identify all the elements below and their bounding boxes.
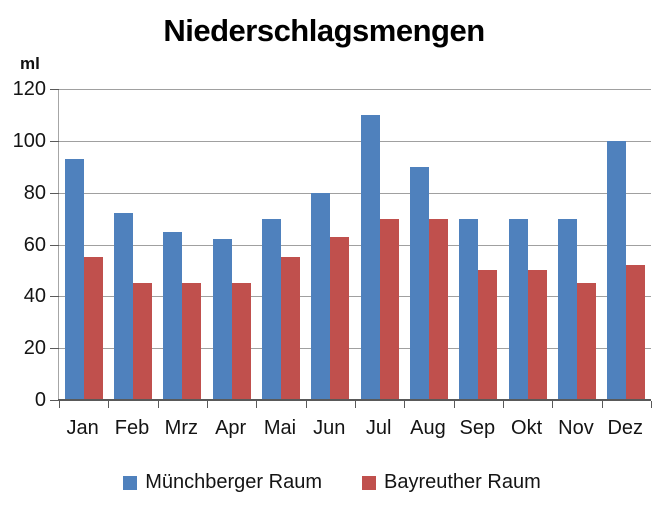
bar-red-feb: [132, 283, 152, 400]
bar-blue-jul: [360, 114, 380, 400]
x-tick-mark-10: [552, 401, 554, 408]
gridline-120: [59, 89, 651, 90]
bar-red-sep: [478, 270, 498, 400]
category-group-sep: [454, 89, 503, 400]
category-group-okt: [503, 89, 552, 400]
gridlines-layer: [50, 89, 651, 401]
x-tick-mark-8: [453, 401, 455, 408]
category-group-feb: [108, 89, 157, 400]
category-group-mai: [256, 89, 305, 400]
y-tick-label-40: 40: [23, 285, 46, 308]
y-tick-mark-0: [50, 400, 59, 401]
x-tick-mark-1: [108, 401, 110, 408]
y-tick-mark-80: [50, 192, 59, 194]
bar-blue-aug: [409, 166, 429, 400]
bar-blue-apr: [212, 239, 232, 400]
x-tick-mark-12: [651, 401, 652, 408]
gridline-20: [59, 348, 651, 350]
bar-blue-mrz: [163, 231, 183, 400]
x-tick-mark-4: [256, 401, 258, 408]
bar-red-dez: [626, 265, 646, 400]
bar-red-aug: [428, 218, 448, 400]
bar-red-okt: [527, 270, 547, 400]
bar-red-mai: [280, 257, 300, 400]
x-tick-label-dez: Dez: [607, 417, 644, 439]
x-tick-label-okt: Okt: [511, 417, 543, 439]
category-group-jan: [59, 89, 108, 400]
y-tick-label-0: 0: [34, 389, 46, 411]
y-tick-label-20: 20: [23, 337, 46, 360]
y-tick-mark-100: [50, 140, 59, 142]
y-axis-unit-label: ml: [20, 54, 40, 73]
legend-swatch-red-icon: [362, 475, 376, 490]
bar-blue-feb: [113, 213, 133, 400]
x-tick-label-mai: Mai: [263, 417, 297, 439]
bar-red-nov: [576, 283, 596, 400]
bar-blue-sep: [459, 218, 479, 400]
bars-layer: [59, 89, 651, 400]
bar-red-apr: [231, 283, 251, 400]
x-tick-label-sep: Sep: [459, 417, 496, 439]
gridline-60: [59, 244, 651, 246]
category-group-apr: [207, 89, 256, 400]
x-tick-mark-5: [305, 401, 307, 408]
gridline-100: [59, 140, 651, 142]
y-tick-mark-40: [50, 296, 59, 298]
legend-swatch-blue-icon: [123, 475, 138, 490]
category-group-aug: [404, 89, 453, 400]
bar-red-jul: [379, 218, 399, 400]
y-tick-mark-120: [50, 89, 59, 90]
legend-item-muenchberger: Münchberger Raum: [123, 471, 322, 494]
legend-label-muenchberger: Münchberger Raum: [145, 471, 322, 493]
x-tick-label-aug: Aug: [410, 417, 446, 439]
bar-red-mrz: [182, 283, 202, 400]
y-tick-label-120: 120: [12, 78, 46, 100]
category-group-dez: [602, 89, 651, 400]
x-tick-label-jun: Jun: [313, 417, 346, 439]
category-group-mrz: [158, 89, 207, 400]
x-tick-label-jul: Jul: [365, 417, 392, 439]
x-axis-category-labels: Jan Feb Mrz Apr Mai Jun Jul Aug Sep Okt Nov Dez: [58, 417, 650, 440]
gridline-80: [59, 192, 651, 194]
bar-red-jun: [330, 236, 350, 400]
x-tick-mark-6: [355, 401, 356, 408]
y-tick-mark-20: [50, 348, 59, 350]
chart-title: Niederschlagsmengen: [163, 13, 485, 48]
bar-blue-jun: [311, 192, 331, 400]
category-group-jun: [306, 89, 355, 400]
x-tick-mark-2: [157, 401, 159, 408]
category-group-nov: [552, 89, 601, 400]
x-tick-label-feb: Feb: [114, 417, 150, 439]
x-tick-label-nov: Nov: [558, 417, 594, 439]
legend: Münchberger Raum Bayreuther Raum: [0, 471, 664, 494]
y-tick-label-60: 60: [23, 233, 46, 256]
bar-red-jan: [83, 257, 103, 400]
legend-label-bayreuther: Bayreuther Raum: [384, 471, 541, 493]
x-tick-label-jan: Jan: [66, 417, 99, 439]
x-tick-label-apr: Apr: [215, 417, 247, 439]
bar-blue-jan: [64, 158, 84, 400]
bar-blue-dez: [607, 140, 627, 400]
plot-area: [50, 89, 652, 408]
category-group-jul: [355, 89, 404, 400]
x-tick-mark-3: [207, 401, 208, 408]
y-tick-label-100: 100: [12, 129, 46, 152]
y-tick-mark-60: [50, 244, 59, 246]
gridline-40: [59, 296, 651, 298]
x-tick-mark-11: [601, 401, 603, 408]
bar-blue-mai: [261, 218, 281, 400]
y-axis-tick-labels: 120 100 80 60 40 20 0: [0, 78, 46, 411]
bar-blue-okt: [508, 218, 528, 400]
x-tick-label-mrz: Mrz: [164, 417, 198, 439]
x-tick-mark-9: [503, 401, 504, 408]
x-axis-line: [58, 399, 651, 401]
y-tick-label-80: 80: [23, 181, 46, 204]
legend-item-bayreuther: Bayreuther Raum: [362, 471, 541, 494]
bar-blue-nov: [557, 218, 577, 400]
x-tick-mark-7: [404, 401, 406, 408]
x-tick-mark-0: [59, 401, 60, 408]
